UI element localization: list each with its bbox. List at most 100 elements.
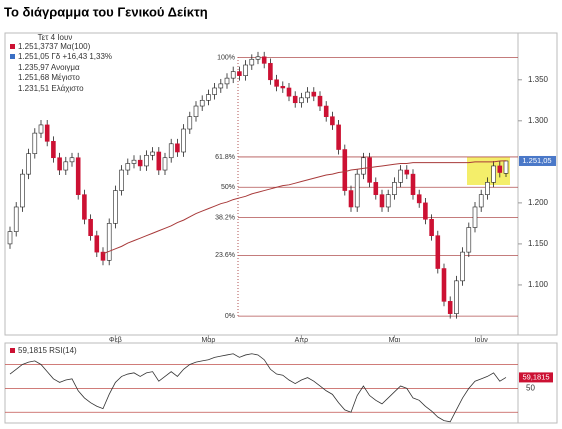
candle-body <box>206 94 211 101</box>
rsi-label: 59,1815 RSI(14) <box>18 346 77 355</box>
candle-body <box>503 160 509 174</box>
candle-body <box>261 56 267 64</box>
x-tick-label: Μαρ <box>201 337 215 344</box>
candle-body <box>398 169 403 183</box>
candle-body <box>423 202 428 220</box>
legend-swatch <box>10 44 15 49</box>
candle-body <box>348 190 354 208</box>
candle-body <box>323 105 329 118</box>
candle-body <box>441 268 447 302</box>
candle-body <box>75 157 81 195</box>
candle-body <box>212 87 217 95</box>
candle-body <box>280 86 286 89</box>
rsi-line <box>9 353 507 423</box>
y-tick-label: 1.300 <box>528 116 549 125</box>
x-tick-label: Φεβ <box>109 337 122 344</box>
candle-body <box>106 223 112 261</box>
candle-body <box>38 124 44 134</box>
rsi-tick-label: 50 <box>526 383 535 392</box>
candle-body <box>429 218 434 237</box>
candle-body <box>7 231 13 245</box>
candle-body <box>478 194 484 208</box>
rsi-last-label: 59,1815 <box>522 372 549 381</box>
candle-body <box>249 58 255 66</box>
candle-body <box>175 143 180 153</box>
candle-body <box>373 182 379 195</box>
candle-body <box>13 206 19 232</box>
fib-label: 0% <box>225 313 235 320</box>
candle-body <box>119 169 124 191</box>
x-tick-label: Απρ <box>295 337 308 344</box>
candle-body <box>181 128 186 153</box>
candle-body <box>156 151 162 171</box>
fib-label: 100% <box>217 54 235 61</box>
rsi-last-box <box>519 372 553 383</box>
candle-body <box>32 132 38 154</box>
fib-label: 38.2% <box>215 214 235 221</box>
legend-high: 1.251,68 Μέγιστο <box>18 73 80 82</box>
candle-body <box>416 194 422 204</box>
candle-body <box>392 182 397 195</box>
fib-label: 50% <box>221 184 235 191</box>
legend-ma: 1.251,3737 Μα(100) <box>18 42 91 51</box>
candle-body <box>218 83 224 89</box>
candle-body <box>460 251 465 282</box>
candle-body <box>144 154 149 167</box>
candle-body <box>299 97 304 104</box>
candle-body <box>305 91 310 99</box>
candle-body <box>317 95 323 107</box>
candle-body <box>51 141 56 159</box>
candle-body <box>199 99 205 107</box>
candle-body <box>330 116 335 126</box>
candle-body <box>243 64 248 76</box>
candle-body <box>286 87 292 97</box>
x-tick-label: Μαι <box>389 337 401 344</box>
candle-body <box>224 77 230 85</box>
candle-body <box>88 218 93 237</box>
candle-body <box>131 159 137 164</box>
candle-body <box>268 63 273 81</box>
candle-body <box>150 151 155 156</box>
last-price-box <box>519 155 556 166</box>
fib-label: 23.6% <box>215 252 235 259</box>
candle-body <box>454 280 459 314</box>
legend-swatch <box>10 54 15 59</box>
legend-open: 1.235,97 Ανοιγμα <box>18 63 80 72</box>
legend-low: 1.231,51 Ελάχιστο <box>18 84 84 93</box>
candle-body <box>230 71 236 79</box>
candle-body <box>44 124 50 142</box>
candle-body <box>336 124 341 150</box>
candle-body <box>69 157 75 163</box>
candle-body <box>82 194 87 220</box>
candle-body <box>274 79 279 87</box>
main-panel <box>4 32 558 336</box>
candle-body <box>137 159 143 167</box>
candle-body <box>187 116 193 130</box>
candle-body <box>466 227 472 253</box>
candle-body <box>435 235 441 269</box>
candle-body <box>385 194 391 208</box>
fib-label: 61.8% <box>215 154 235 161</box>
candle-body <box>20 173 25 208</box>
candle-body <box>292 95 298 104</box>
candle-body <box>472 206 478 228</box>
candle-body <box>57 157 62 171</box>
candle-body <box>63 161 69 171</box>
candle-body <box>193 105 199 118</box>
candle-body <box>94 235 100 253</box>
legend-last: 1.251,05 Γδ +16,43 1,33% <box>18 52 112 61</box>
rsi-panel <box>4 342 558 424</box>
last-price-label: 1.251,05 <box>522 156 551 165</box>
y-tick-label: 1.350 <box>528 75 549 84</box>
x-tick-label: Ιουν <box>475 337 489 344</box>
candle-body <box>255 56 261 60</box>
page-title: Το διάγραμμα του Γενικού Δείκτη <box>4 4 208 19</box>
candle-body <box>379 194 385 208</box>
candle-body <box>361 157 366 175</box>
candle-body <box>113 190 118 224</box>
candle-body <box>168 143 174 159</box>
date-label: Τετ 4 Ιουν <box>38 33 73 42</box>
candle-body <box>26 153 31 175</box>
